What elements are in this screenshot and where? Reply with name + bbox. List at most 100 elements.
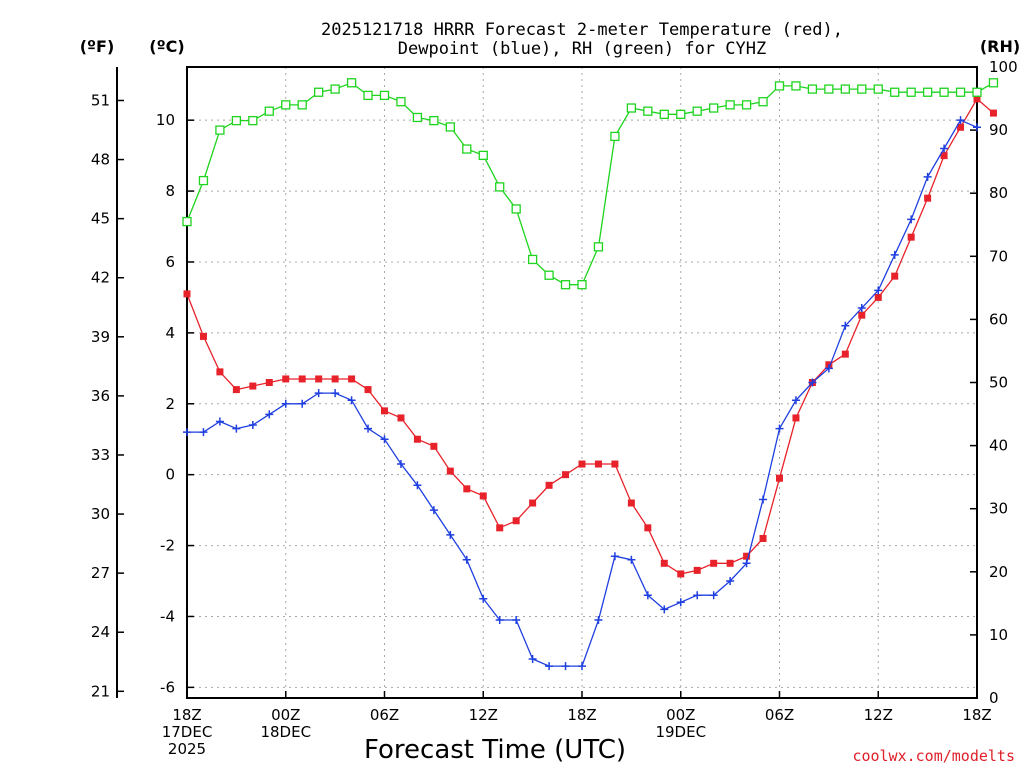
data-point-marker (215, 417, 224, 426)
data-point-marker (726, 577, 735, 586)
data-point-marker (199, 428, 208, 437)
data-point-marker (726, 559, 734, 567)
chart-title-line1: 2025121718 HRRR Forecast 2-meter Tempera… (321, 20, 843, 40)
time-tick-label: 12Z (469, 706, 498, 724)
data-point-marker (874, 293, 882, 301)
data-point-marker (611, 460, 619, 468)
data-point-marker (560, 280, 571, 290)
celsius-tick-label: 0 (165, 466, 175, 484)
data-point-marker (264, 106, 274, 116)
data-point-marker (248, 115, 258, 126)
data-point-marker (183, 290, 191, 298)
time-tick-label: 17DEC (162, 723, 213, 741)
rh-tick-label: 20 (989, 563, 1008, 581)
data-point-marker (841, 321, 850, 330)
time-tick-label: 18Z (172, 706, 201, 724)
data-point-marker (743, 552, 751, 560)
data-point-marker (660, 559, 668, 567)
data-point-marker (792, 414, 800, 422)
time-tick-label: 12Z (864, 706, 893, 724)
data-point-marker (791, 396, 800, 405)
data-point-marker (331, 389, 340, 398)
data-point-marker (232, 424, 241, 433)
data-point-marker (660, 605, 669, 614)
data-point-marker (627, 555, 636, 564)
data-point-marker (693, 591, 702, 600)
celsius-tick-label: 6 (165, 253, 175, 271)
celsius-tick-label: 8 (165, 182, 175, 200)
x-axis-title: Forecast Time (UTC) (364, 735, 626, 765)
fahrenheit-tick-label: 30 (91, 505, 110, 523)
celsius-tick-label: 2 (165, 395, 175, 413)
rh-tick-label: 60 (989, 310, 1008, 328)
data-point-marker (775, 424, 784, 433)
data-point-marker (644, 524, 652, 532)
fahrenheit-tick-label: 24 (91, 623, 110, 641)
data-point-marker (281, 399, 290, 408)
data-point-marker (347, 396, 356, 405)
data-point-marker (807, 84, 818, 94)
data-point-marker (906, 87, 916, 97)
data-point-marker (496, 524, 504, 532)
rh-unit-label: (RH) (980, 37, 1020, 56)
data-point-marker (808, 378, 817, 387)
data-point-marker (741, 100, 752, 110)
data-point-marker (215, 125, 225, 135)
data-point-marker (857, 304, 866, 313)
data-point-marker (676, 109, 686, 119)
data-point-marker (281, 100, 291, 110)
data-point-marker (462, 555, 471, 564)
celsius-tick-label: -2 (160, 537, 175, 555)
data-point-marker (330, 84, 340, 94)
data-point-marker (923, 172, 932, 181)
data-point-marker (479, 492, 487, 500)
series-2-meter-temperature (183, 95, 997, 578)
fahrenheit-tick-label: 21 (91, 682, 110, 700)
fahrenheit-unit-label: (ºF) (80, 37, 115, 56)
data-point-marker (315, 375, 323, 383)
data-point-marker (232, 386, 240, 394)
data-point-marker (940, 152, 948, 160)
data-point-marker (676, 598, 685, 607)
series-line (186, 97, 994, 575)
data-point-marker (545, 662, 554, 671)
data-point-marker (873, 84, 883, 94)
data-point-marker (626, 103, 637, 113)
time-tick-label: 06Z (765, 706, 794, 724)
data-point-marker (561, 662, 570, 671)
data-point-marker (463, 485, 471, 493)
credit-text: coolwx.com/modelts (852, 747, 1015, 765)
data-point-marker (231, 115, 242, 126)
data-point-marker (249, 382, 257, 390)
data-point-marker (677, 570, 685, 578)
data-point-marker (314, 389, 323, 398)
celsius-tick-label: 4 (165, 324, 175, 342)
data-point-marker (955, 87, 966, 97)
data-point-marker (297, 100, 307, 110)
data-point-marker (529, 499, 537, 507)
data-point-marker (643, 591, 652, 600)
data-point-marker (742, 559, 751, 568)
data-point-marker (776, 474, 783, 482)
data-point-marker (578, 662, 586, 671)
data-point-marker (824, 84, 834, 94)
data-point-marker (840, 84, 850, 94)
data-point-marker (693, 566, 701, 574)
data-point-marker (511, 204, 521, 214)
fahrenheit-tick-label: 27 (91, 564, 110, 582)
data-point-marker (610, 131, 620, 142)
data-point-marker (577, 280, 587, 290)
data-point-marker (957, 123, 965, 131)
data-point-marker (924, 194, 932, 202)
data-point-marker (314, 87, 324, 97)
data-point-marker (593, 242, 604, 252)
data-point-marker (346, 78, 357, 88)
data-point-marker (183, 428, 191, 437)
data-point-marker (758, 97, 768, 107)
data-point-marker (907, 233, 915, 241)
data-point-marker (282, 375, 290, 383)
celsius-unit-label: (ºC) (149, 37, 184, 56)
rh-tick-label: 30 (989, 500, 1008, 518)
data-point-marker (857, 84, 867, 94)
